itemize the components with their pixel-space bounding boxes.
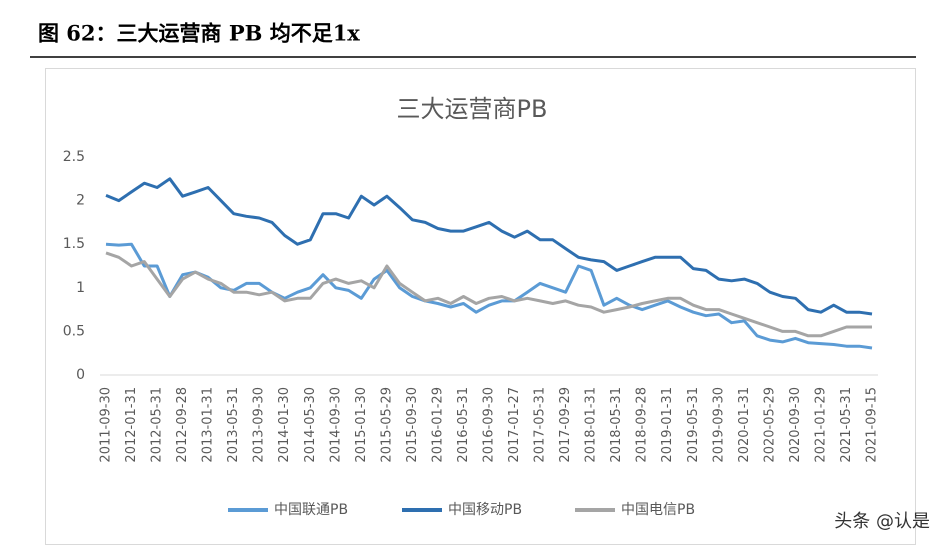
y-tick-label: 2.5 bbox=[63, 149, 85, 165]
y-tick-label: 0.5 bbox=[63, 323, 85, 339]
x-tick-label: 2015-01-30 bbox=[354, 387, 369, 463]
y-tick-label: 1 bbox=[76, 280, 85, 296]
x-tick-label: 2017-09-29 bbox=[558, 387, 573, 463]
x-tick-label: 2019-05-31 bbox=[686, 387, 701, 463]
x-tick-label: 2020-01-31 bbox=[737, 387, 752, 463]
x-tick-label: 2017-05-31 bbox=[533, 387, 548, 463]
x-tick-label: 2014-09-30 bbox=[328, 387, 343, 463]
x-tick-label: 2019-09-30 bbox=[711, 387, 726, 463]
x-tick-label: 2013-01-31 bbox=[201, 387, 216, 463]
series-line bbox=[105, 251, 872, 338]
y-tick-label: 0 bbox=[76, 367, 85, 383]
x-tick-label: 2017-01-27 bbox=[507, 387, 522, 463]
x-tick-label: 2016-05-31 bbox=[456, 387, 471, 463]
x-tick-label: 2019-01-31 bbox=[660, 387, 675, 463]
x-tick-label: 2013-05-31 bbox=[226, 387, 241, 463]
x-tick-label: 2014-05-30 bbox=[303, 387, 318, 463]
legend-label: 中国电信PB bbox=[621, 502, 695, 518]
x-tick-label: 2018-05-31 bbox=[609, 387, 624, 463]
x-tick-label: 2015-05-29 bbox=[379, 387, 394, 463]
x-tick-label: 2015-09-30 bbox=[405, 387, 420, 463]
x-tick-label: 2021-05-31 bbox=[839, 387, 854, 463]
x-tick-label: 2021-09-15 bbox=[865, 387, 880, 463]
x-tick-label: 2012-09-28 bbox=[175, 387, 190, 463]
x-tick-label: 2012-05-31 bbox=[150, 387, 165, 463]
x-tick-label: 2014-01-30 bbox=[277, 387, 292, 463]
x-tick-label: 2020-09-30 bbox=[788, 387, 803, 463]
x-tick-label: 2021-01-29 bbox=[813, 387, 828, 463]
x-tick-label: 2013-09-30 bbox=[252, 387, 267, 463]
x-tick-label: 2020-05-29 bbox=[762, 387, 777, 463]
chart-title: 三大运营商PB bbox=[397, 95, 548, 123]
figure-title: 图 62：三大运营商 PB 均不足1x bbox=[38, 21, 360, 46]
x-tick-label: 2016-01-29 bbox=[430, 387, 445, 463]
y-tick-label: 2 bbox=[76, 193, 85, 209]
series-line bbox=[105, 177, 873, 316]
y-tick-label: 1.5 bbox=[63, 236, 85, 252]
legend-label: 中国移动PB bbox=[448, 502, 522, 518]
x-tick-label: 2018-09-28 bbox=[635, 387, 650, 463]
series-line bbox=[105, 242, 873, 350]
legend-label: 中国联通PB bbox=[274, 502, 348, 518]
x-tick-label: 2018-01-31 bbox=[584, 387, 599, 463]
x-tick-label: 2012-01-31 bbox=[124, 387, 139, 463]
x-tick-label: 2011-09-30 bbox=[99, 387, 114, 463]
watermark: 头条 @认是 bbox=[834, 511, 930, 532]
chart-frame bbox=[45, 68, 916, 545]
x-tick-label: 2016-09-30 bbox=[482, 387, 497, 463]
